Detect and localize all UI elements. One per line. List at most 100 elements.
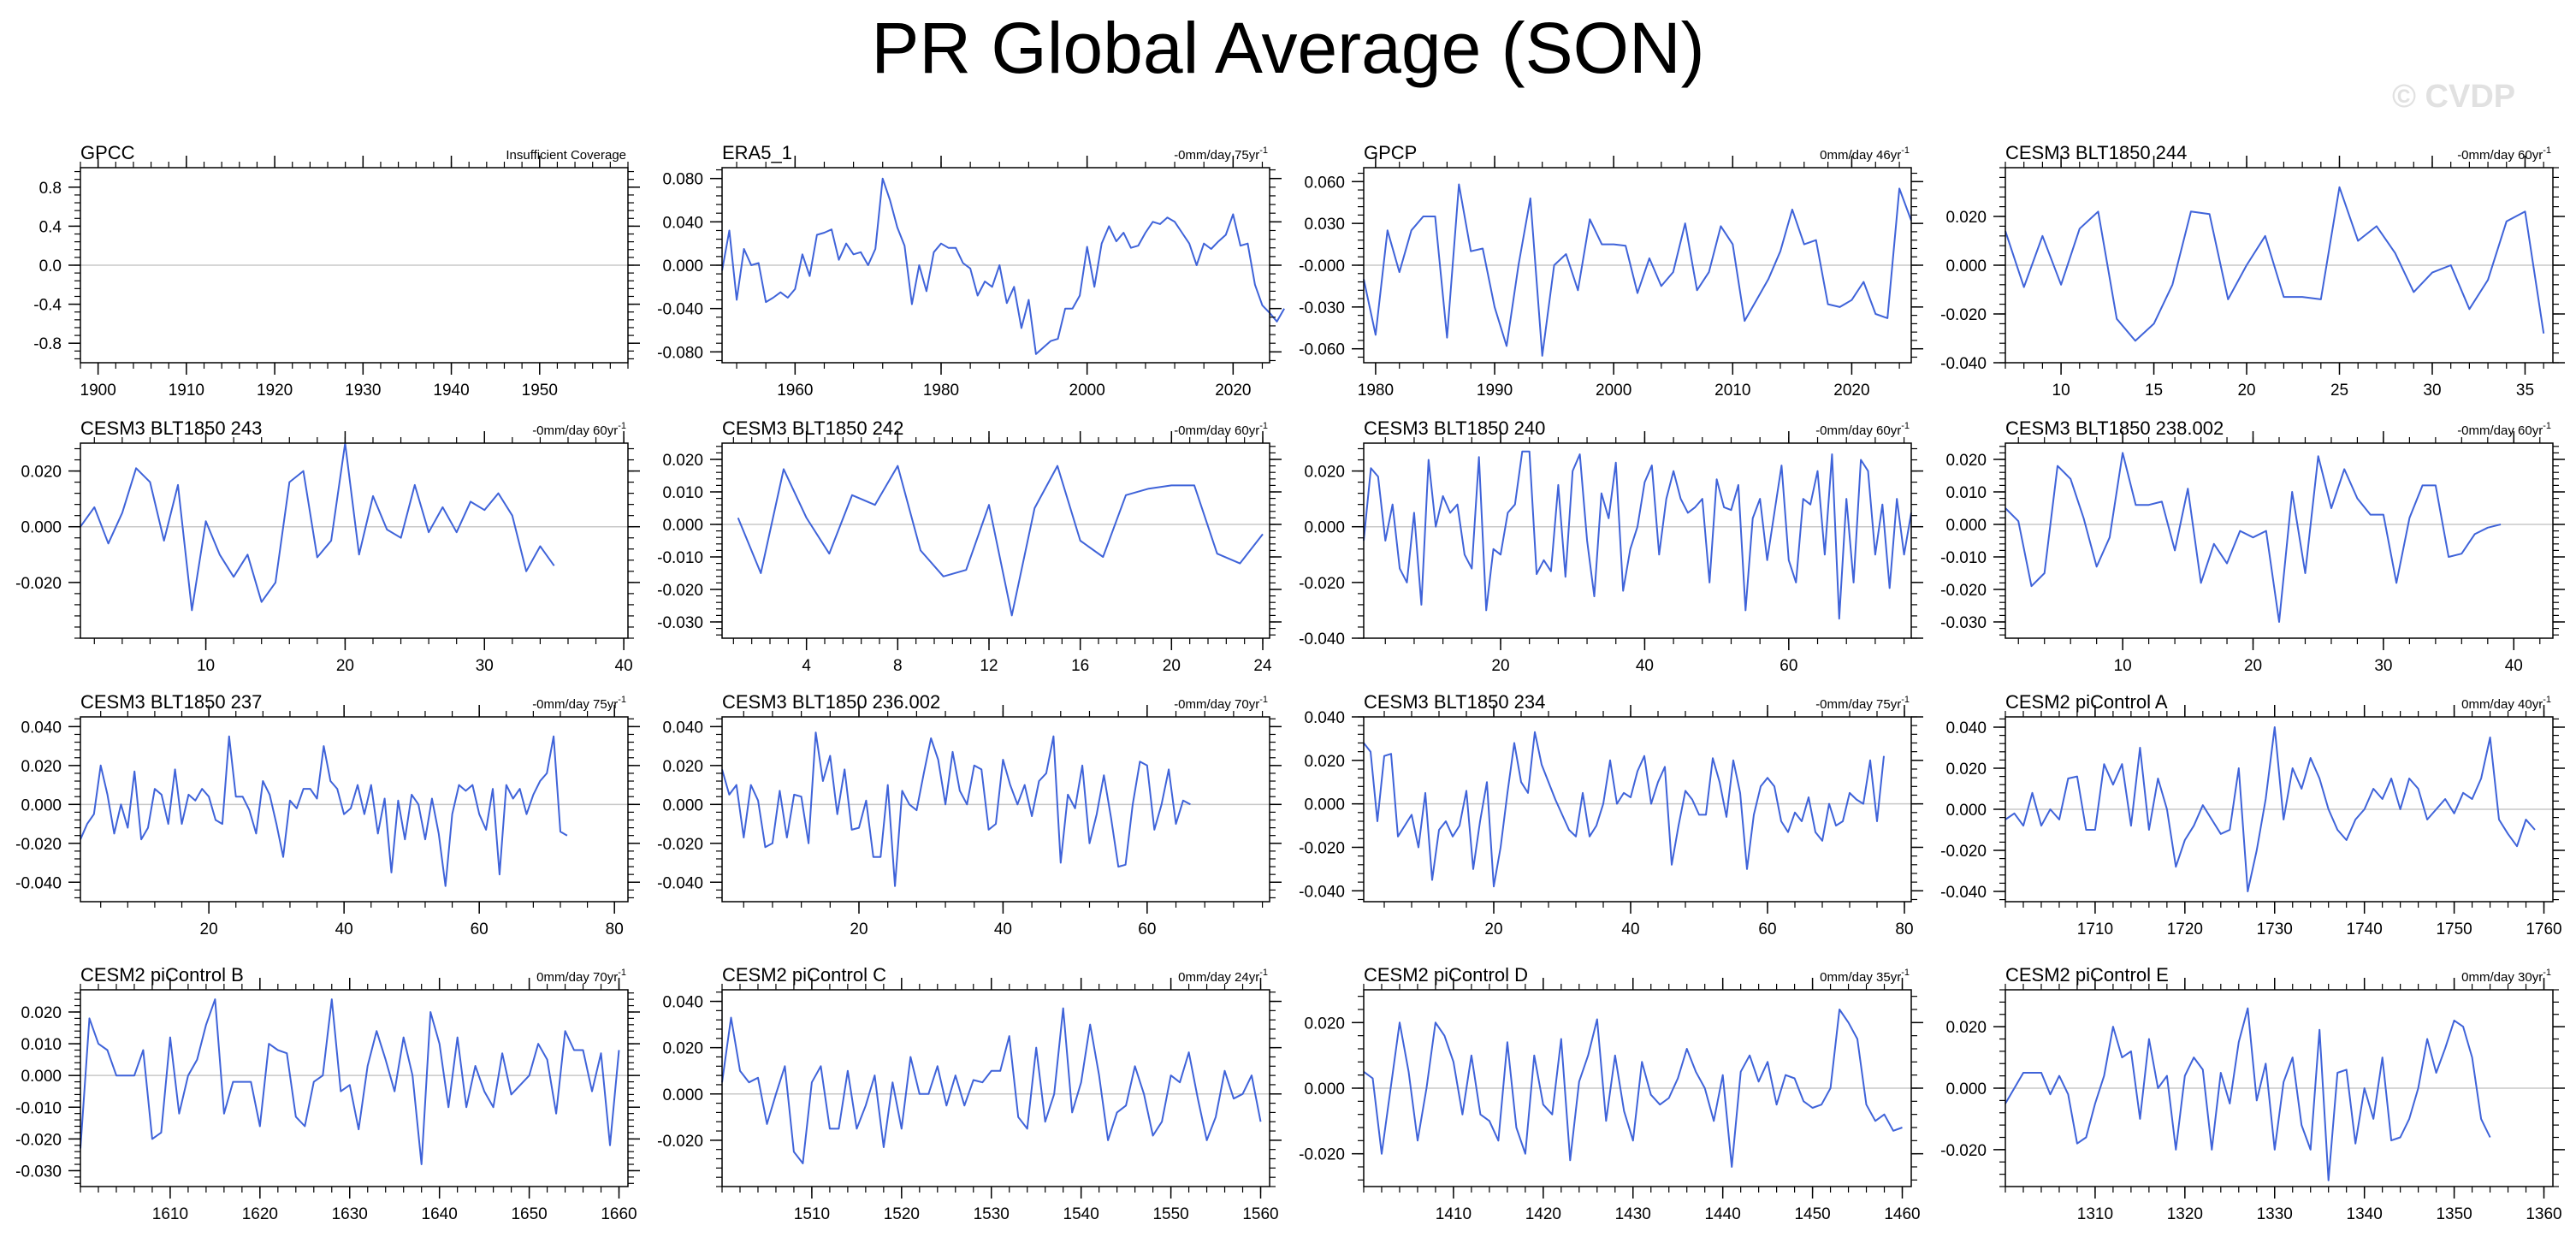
y-tick-label: 0.000 — [662, 257, 703, 275]
trend-label: -0mm/day 70yr-1 — [1174, 695, 1268, 712]
y-tick-label: -0.020 — [1940, 1142, 1987, 1160]
panel-title: CESM3 BLT1850 240 — [1364, 417, 1545, 439]
x-tick-label: 1530 — [974, 1205, 1010, 1223]
trend-label: -0mm/day 60yr-1 — [532, 421, 626, 438]
x-tick-label: 20 — [2237, 382, 2255, 400]
y-tick-label: 0.010 — [662, 484, 703, 502]
chart-panel-13: CESM2 piControl B 0mm/day 70yr-1 1610 1620 1… — [15, 964, 640, 1223]
y-tick-label: 0.8 — [39, 180, 62, 198]
x-tick-label: 15 — [2145, 382, 2163, 400]
y-tick-label: -0.020 — [657, 836, 703, 854]
x-tick-label: 25 — [2330, 382, 2348, 400]
y-tick-label: -0.010 — [15, 1099, 62, 1117]
x-tick-label: 1980 — [923, 382, 959, 400]
x-tick-label: 1720 — [2167, 920, 2203, 938]
x-tick-label: 1730 — [2257, 920, 2293, 938]
series-line — [721, 177, 1285, 355]
y-tick-label: 0.040 — [1304, 709, 1345, 727]
x-tick-label: 1410 — [1436, 1205, 1472, 1223]
chart-panel-9: CESM3 BLT1850 237 -0mm/day 75yr-1 20 40 60 80… — [15, 691, 640, 938]
panel-title: GPCC — [80, 142, 135, 163]
y-tick-label: -0.020 — [15, 1131, 62, 1149]
y-tick-label: 0.000 — [21, 519, 62, 537]
x-tick-label: 40 — [335, 920, 353, 938]
x-tick-label: 20 — [2244, 657, 2262, 675]
y-tick-label: 0.000 — [21, 796, 62, 814]
x-tick-label: 1930 — [345, 382, 381, 400]
y-tick-label: -0.8 — [33, 335, 62, 353]
y-tick-label: 0.020 — [1945, 452, 1987, 470]
x-tick-label: 1510 — [794, 1205, 830, 1223]
trend-label: -0mm/day 60yr-1 — [2457, 145, 2551, 163]
x-tick-label: 2010 — [1714, 382, 1750, 400]
x-tick-label: 1550 — [1152, 1205, 1188, 1223]
chart-panel-7: CESM3 BLT1850 240 -0mm/day 60yr-1 20 40 60 0.… — [1299, 417, 1923, 675]
x-tick-label: 1920 — [257, 382, 293, 400]
x-tick-label: 40 — [615, 657, 633, 675]
y-tick-label: -0.080 — [657, 344, 703, 362]
x-tick-label: 30 — [476, 657, 494, 675]
x-tick-label: 1620 — [242, 1205, 278, 1223]
panel-title: CESM2 piControl D — [1364, 964, 1528, 986]
trend-label: -0mm/day 75yr-1 — [1174, 145, 1268, 163]
series-line — [721, 1007, 1262, 1164]
y-tick-label: 0.000 — [1945, 802, 1987, 820]
y-tick-label: 0.000 — [1304, 796, 1345, 814]
x-tick-label: 1330 — [2257, 1205, 2293, 1223]
chart-panel-10: CESM3 BLT1850 236.002 -0mm/day 70yr-1 20 40… — [657, 691, 1282, 938]
y-tick-label: 0.000 — [21, 1068, 62, 1086]
x-tick-label: 60 — [1758, 920, 1776, 938]
x-tick-label: 1650 — [511, 1205, 547, 1223]
y-tick-label: -0.030 — [1299, 299, 1345, 317]
x-tick-label: 1450 — [1794, 1205, 1830, 1223]
y-tick-label: -0.020 — [1299, 839, 1345, 857]
x-tick-label: 20 — [1163, 657, 1181, 675]
panel-title: CESM3 BLT1850 234 — [1364, 691, 1545, 713]
chart-panel-2: ERA5_1 -0mm/day 75yr-1 1960 1980 2000 2020 0.0… — [657, 142, 1285, 400]
y-tick-label: 0.000 — [1945, 1080, 1987, 1098]
plot-frame — [721, 716, 1270, 903]
trend-label: Insufficient Coverage — [506, 148, 626, 163]
chart-panel-6: CESM3 BLT1850 242 -0mm/day 60yr-1 4 8 12 16 20… — [657, 417, 1282, 675]
y-tick-label: -0.040 — [1299, 630, 1345, 648]
y-tick-label: 0.000 — [1945, 517, 1987, 535]
chart-panel-12: CESM2 piControl A 0mm/day 40yr-1 1710 1720 1… — [1940, 691, 2565, 938]
y-tick-label: 0.040 — [662, 719, 703, 737]
x-tick-label: 1440 — [1705, 1205, 1741, 1223]
chart-panel-15: CESM2 piControl D 0mm/day 35yr-1 1410 1420 1… — [1299, 964, 1923, 1223]
y-tick-label: 0.020 — [1945, 1019, 1987, 1037]
x-tick-label: 40 — [994, 920, 1012, 938]
y-tick-label: -0.020 — [1299, 1146, 1345, 1164]
x-tick-label: 60 — [471, 920, 489, 938]
y-tick-label: -0.040 — [1299, 883, 1345, 901]
x-tick-label: 1520 — [884, 1205, 920, 1223]
y-tick-label: 0.010 — [21, 1036, 62, 1054]
plot-frame — [721, 442, 1270, 639]
x-tick-label: 1360 — [2526, 1205, 2561, 1223]
x-tick-label: 1350 — [2436, 1205, 2472, 1223]
x-tick-label: 30 — [2374, 657, 2392, 675]
x-tick-label: 12 — [980, 657, 998, 675]
x-tick-label: 1540 — [1063, 1205, 1099, 1223]
x-tick-label: 1950 — [522, 382, 558, 400]
x-tick-label: 1960 — [777, 382, 813, 400]
chart-panel-5: CESM3 BLT1850 243 -0mm/day 60yr-1 10 20 30 40… — [15, 417, 640, 675]
y-tick-label: -0.4 — [33, 297, 62, 315]
chart-panel-14: CESM2 piControl C 0mm/day 24yr-1 1510 1520 1… — [657, 964, 1282, 1223]
y-tick-label: 0.020 — [21, 758, 62, 776]
x-tick-label: 1310 — [2077, 1205, 2113, 1223]
y-tick-label: 0.020 — [21, 464, 62, 482]
x-tick-label: 20 — [336, 657, 354, 675]
y-tick-label: 0.020 — [1304, 1015, 1345, 1033]
x-tick-label: 1630 — [332, 1205, 368, 1223]
series-line — [737, 465, 1264, 617]
trend-label: 0mm/day 70yr-1 — [536, 968, 626, 985]
panel-title: CESM2 piControl E — [2005, 964, 2169, 986]
series-line — [1363, 731, 1885, 888]
y-tick-label: -0.040 — [657, 301, 703, 319]
series-line — [80, 735, 568, 887]
y-tick-label: 0.040 — [21, 719, 62, 737]
y-tick-label: -0.010 — [657, 549, 703, 567]
y-tick-label: -0.020 — [657, 1133, 703, 1151]
chart-panel-4: CESM3 BLT1850 244 -0mm/day 60yr-1 10 15 20 25… — [1940, 142, 2565, 400]
